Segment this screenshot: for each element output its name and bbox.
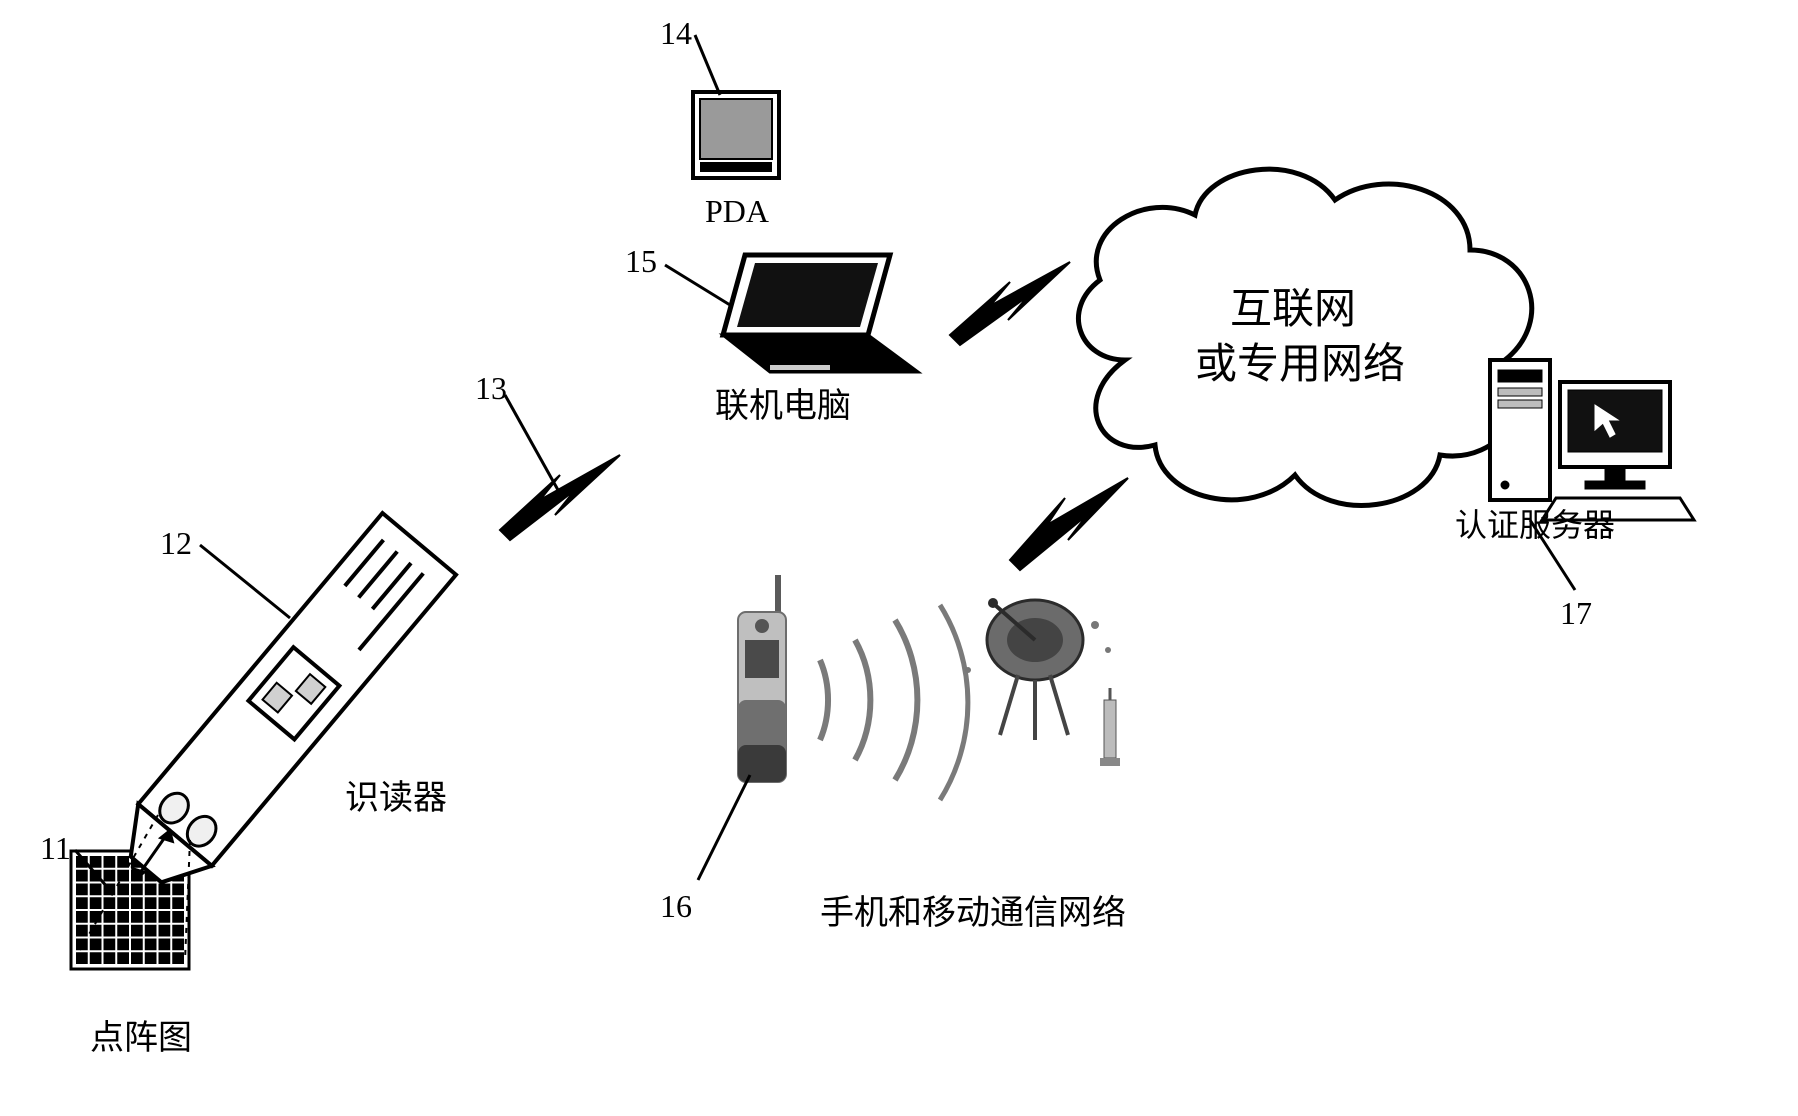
label-dot-matrix: 点阵图 — [90, 1010, 192, 1059]
ref-14: 14 — [660, 15, 692, 52]
ref-13: 13 — [475, 370, 507, 407]
label-phone: 手机和移动通信网络 — [820, 885, 1126, 934]
ref-11: 11 — [40, 830, 71, 867]
pda-icon — [693, 92, 779, 178]
ref-16: 16 — [660, 888, 692, 925]
ref-17: 17 — [1560, 595, 1592, 632]
ref-15: 15 — [625, 243, 657, 280]
radio-waves-icon — [820, 605, 968, 800]
satellite-dish-icon — [965, 598, 1120, 766]
diagram-canvas — [0, 0, 1798, 1116]
wireless-bolt-laptop-cloud — [950, 262, 1070, 345]
label-server: 认证服务器 — [1455, 500, 1615, 546]
mobile-phone-icon — [738, 575, 786, 782]
label-laptop: 联机电脑 — [715, 378, 851, 427]
label-reader: 识读器 — [345, 770, 447, 819]
label-pda: PDA — [705, 193, 769, 230]
laptop-icon — [723, 255, 918, 372]
wireless-bolt-phone-cloud — [1010, 478, 1128, 570]
cloud-text-line1: 互联网 — [1230, 275, 1356, 336]
wireless-bolt-13 — [500, 455, 620, 540]
server-icon — [1490, 360, 1694, 520]
ref-12: 12 — [160, 525, 192, 562]
cloud-text-line2: 或专用网络 — [1195, 330, 1405, 391]
